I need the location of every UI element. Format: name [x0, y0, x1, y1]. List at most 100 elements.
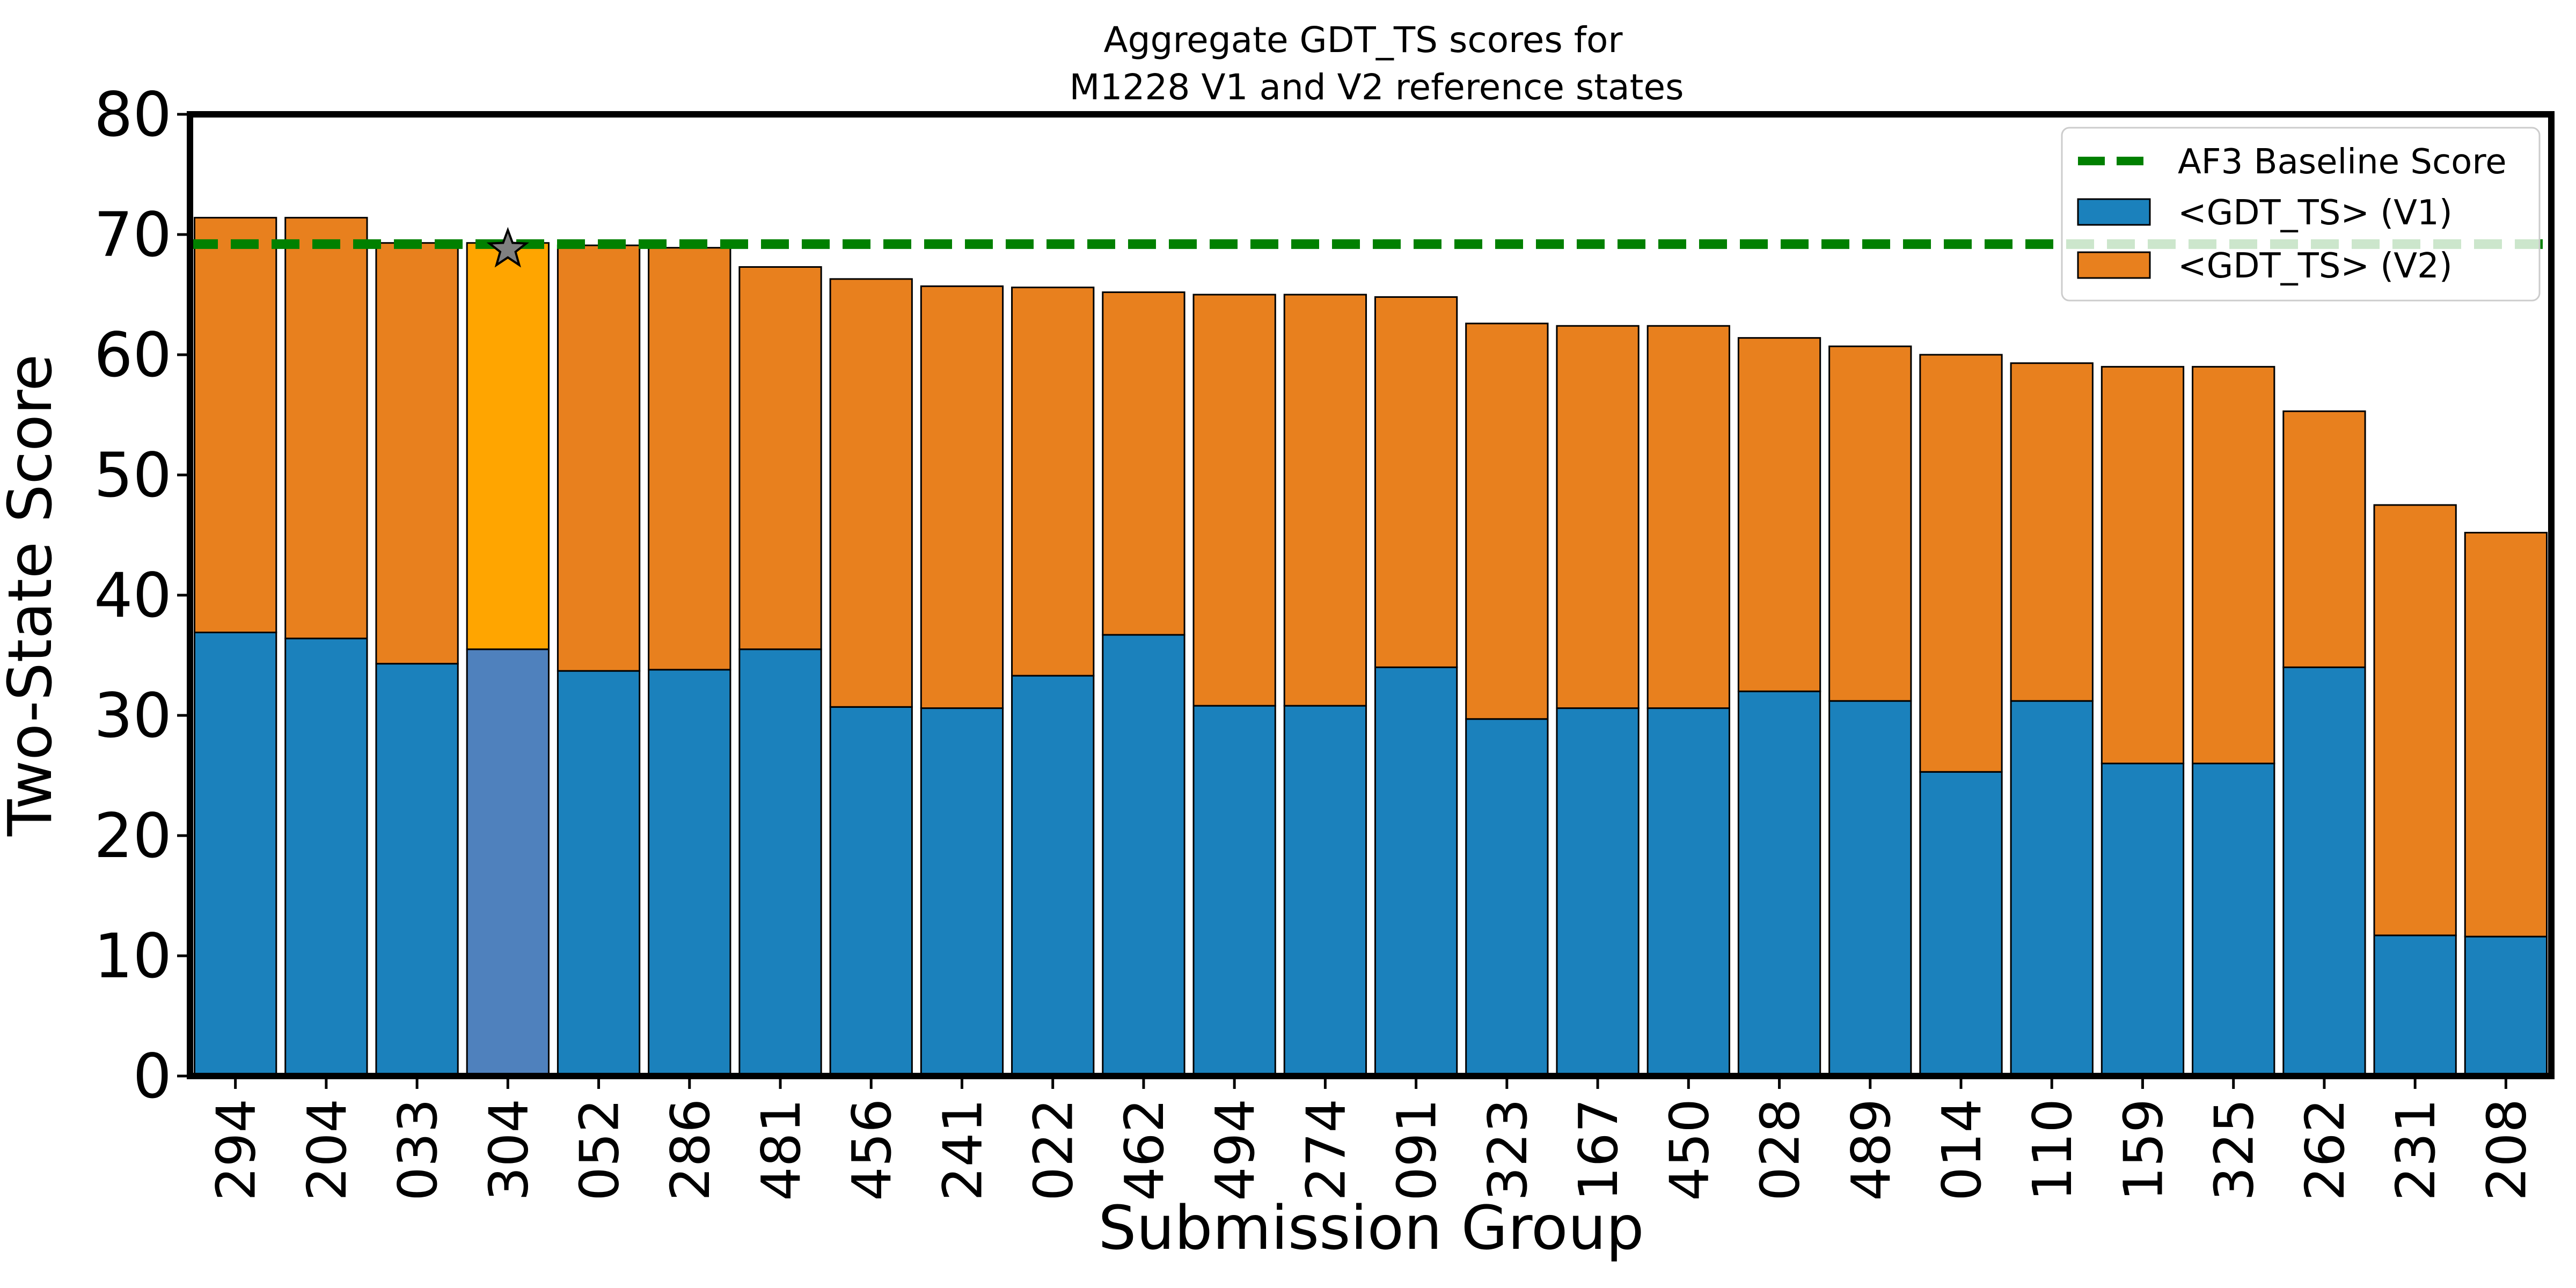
bars [193, 217, 2548, 1077]
bar-v2-159 [2101, 365, 2185, 765]
legend-v1-swatch [2077, 198, 2151, 226]
bar-v2-014 [1919, 354, 2003, 773]
bar-v2-286 [648, 247, 731, 671]
x-tick-label: 323 [1476, 1099, 1539, 1201]
x-tick-label: 022 [1022, 1099, 1085, 1201]
y-axis-label: Two-State Score [0, 354, 65, 837]
x-tick-label: 456 [840, 1099, 903, 1201]
x-tick-label: 204 [296, 1099, 358, 1201]
highlight-star-marker [486, 226, 529, 268]
y-tick-label: 50 [94, 440, 172, 511]
bar-v1-494 [1192, 705, 1276, 1077]
bar-v1-110 [2010, 700, 2094, 1077]
bar-v2-481 [738, 266, 822, 650]
bar-v1-022 [1011, 675, 1095, 1077]
x-tick-label: 450 [1658, 1099, 1721, 1201]
bar-v1-274 [1283, 705, 1367, 1077]
x-tick-label: 274 [1294, 1099, 1357, 1201]
bar-v2-241 [920, 285, 1004, 709]
legend-v2-swatch [2077, 251, 2151, 279]
bar-v2-208 [2464, 532, 2548, 938]
x-tick-label: 286 [659, 1099, 722, 1201]
bar-v2-052 [557, 244, 641, 672]
bar-v2-231 [2373, 504, 2457, 936]
x-tick-label: 262 [2294, 1099, 2357, 1201]
bar-v1-323 [1465, 718, 1549, 1077]
x-tick-label: 294 [205, 1099, 268, 1201]
bar-v2-456 [829, 278, 913, 708]
chart-title-line-1: Aggregate GDT_TS scores for [1104, 19, 1623, 61]
bar-v2-489 [1828, 345, 1912, 702]
bar-v1-262 [2282, 666, 2366, 1077]
x-tick-label: 110 [2021, 1099, 2084, 1201]
y-tick-label: 30 [94, 680, 172, 751]
bar-v1-286 [648, 669, 731, 1077]
bar-v2-262 [2282, 410, 2366, 668]
bar-v2-323 [1465, 323, 1549, 720]
bar-v2-462 [1102, 291, 1185, 636]
x-tick-label: 462 [1113, 1099, 1176, 1201]
x-tick-label: 014 [1930, 1099, 1993, 1201]
bar-v2-325 [2192, 365, 2275, 765]
legend-box [2061, 127, 2541, 302]
y-tick-label: 10 [94, 920, 172, 992]
bar-v2-450 [1646, 325, 1730, 709]
x-tick-label: 159 [2112, 1099, 2175, 1201]
bar-v1-204 [284, 638, 368, 1077]
legend-label-v1: <GDT_TS> (V1) [2178, 193, 2453, 233]
x-axis-label: Submission Group [1098, 1194, 1644, 1263]
x-tick-label: 231 [2384, 1099, 2447, 1201]
x-tick-label: 167 [1567, 1099, 1630, 1201]
bar-v1-294 [193, 631, 277, 1077]
bar-v1-208 [2464, 935, 2548, 1077]
y-tick-label: 40 [94, 560, 172, 631]
bar-v1-481 [738, 648, 822, 1077]
bar-v1-159 [2101, 763, 2185, 1077]
x-axis: 294 204 033 304 052 286 481 456 241 022 462 494 274 0… [205, 1076, 2538, 1201]
bar-v1-462 [1102, 634, 1185, 1077]
bar-v1-167 [1556, 707, 1640, 1077]
bar-v2-204 [284, 217, 368, 640]
bar-v2-274 [1283, 294, 1367, 707]
x-tick-label: 489 [1840, 1099, 1902, 1201]
x-tick-label: 033 [386, 1099, 449, 1201]
bar-v2-022 [1011, 287, 1095, 677]
legend-label-baseline: AF3 Baseline Score [2178, 142, 2507, 182]
bar-v1-325 [2192, 763, 2275, 1077]
bar-v2-304 [466, 242, 550, 650]
bar-v1-241 [920, 707, 1004, 1077]
chart-title: Aggregate GDT_TS scores for M1228 V1 and… [1070, 19, 1684, 108]
y-tick-label: 80 [94, 79, 172, 150]
y-axis: 0 10 20 30 40 50 60 70 80 [94, 79, 190, 1112]
bar-v1-450 [1646, 707, 1730, 1077]
x-tick-label: 208 [2475, 1099, 2538, 1201]
legend-label-v2: <GDT_TS> (V2) [2178, 246, 2453, 286]
x-tick-label: 304 [477, 1099, 540, 1201]
chart-title-line-2: M1228 V1 and V2 reference states [1070, 67, 1684, 108]
bar-v1-304 [466, 648, 550, 1077]
x-tick-label: 091 [1386, 1099, 1448, 1201]
y-tick-label: 20 [94, 800, 172, 872]
bar-v1-489 [1828, 700, 1912, 1077]
bar-v1-052 [557, 670, 641, 1077]
bar-v1-231 [2373, 934, 2457, 1077]
legend: AF3 Baseline Score <GDT_TS> (V1) <GDT_TS… [2061, 127, 2541, 302]
bar-v1-028 [1737, 690, 1821, 1077]
bar-v1-456 [829, 706, 913, 1077]
bar-v2-091 [1374, 296, 1458, 668]
x-tick-label: 241 [932, 1099, 994, 1201]
y-tick-label: 60 [94, 319, 172, 391]
bar-v1-091 [1374, 666, 1458, 1077]
x-tick-label: 481 [750, 1099, 813, 1201]
bar-v2-167 [1556, 325, 1640, 709]
bar-v2-110 [2010, 362, 2094, 702]
y-tick-label: 70 [94, 199, 172, 270]
bar-v2-028 [1737, 337, 1821, 692]
x-tick-label: 494 [1204, 1099, 1267, 1201]
x-tick-label: 028 [1749, 1099, 1812, 1201]
y-tick-label: 0 [133, 1041, 172, 1112]
bar-v1-033 [375, 663, 459, 1077]
bar-v2-294 [193, 217, 277, 633]
x-tick-label: 325 [2203, 1099, 2266, 1201]
